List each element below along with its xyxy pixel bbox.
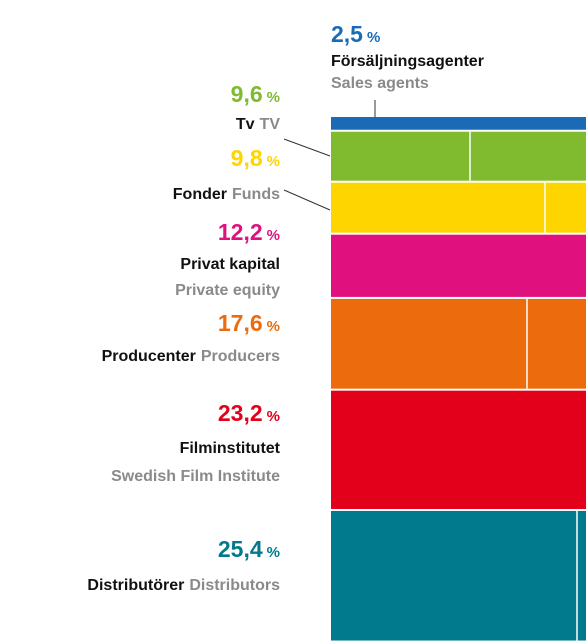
leader-line (283, 189, 331, 211)
value-number: 9,8 (231, 145, 263, 171)
category-label: Distributörer Distributors (87, 577, 280, 594)
value-number: 17,6 (218, 310, 263, 336)
category-en: Sales agents (331, 75, 429, 92)
bar-segment (331, 182, 586, 233)
bar-segment (331, 390, 586, 509)
category-en: Funds (232, 186, 280, 203)
value-unit: % (267, 318, 280, 335)
value-label: 9,6% (231, 81, 280, 107)
category-en: Private equity (175, 282, 280, 299)
value-label: 12,2% (218, 219, 280, 245)
category-sv: Privat kapital (180, 256, 280, 273)
leader-line (283, 138, 331, 157)
category-sv: Tv (236, 116, 255, 133)
bar-segment (331, 117, 586, 130)
value-number: 2,5 (331, 21, 363, 47)
value-unit: % (267, 153, 280, 170)
category-en: Distributors (189, 577, 280, 594)
bar-segment (331, 131, 586, 181)
value-label: 23,2% (218, 400, 280, 426)
value-unit: % (367, 29, 380, 46)
value-unit: % (267, 408, 280, 425)
category-sv: Filminstitutet (180, 440, 281, 457)
value-number: 12,2 (218, 219, 263, 245)
value-unit: % (267, 89, 280, 106)
category-sv: Producenter (102, 348, 196, 365)
bar-segment (331, 234, 586, 297)
category-sv: Försäljningsagenter (331, 53, 484, 70)
value-number: 23,2 (218, 400, 263, 426)
category-sv: Distributörer (87, 577, 184, 594)
bar-segment (331, 510, 586, 641)
category-sv: Fonder (173, 186, 227, 203)
value-unit: % (267, 544, 280, 561)
value-number: 25,4 (218, 536, 263, 562)
category-en: Swedish Film Institute (111, 468, 280, 485)
value-label: 2,5% (331, 21, 380, 47)
value-label: 9,8% (231, 145, 280, 171)
value-label: 17,6% (218, 310, 280, 336)
category-label: Tv TV (236, 116, 280, 133)
category-en: Producers (201, 348, 280, 365)
value-number: 9,6 (231, 81, 263, 107)
bar-segment (331, 298, 586, 389)
value-label: 25,4% (218, 536, 280, 562)
category-label: Producenter Producers (102, 348, 280, 365)
category-label: Fonder Funds (173, 186, 280, 203)
category-en: TV (260, 116, 281, 133)
value-unit: % (267, 227, 280, 244)
